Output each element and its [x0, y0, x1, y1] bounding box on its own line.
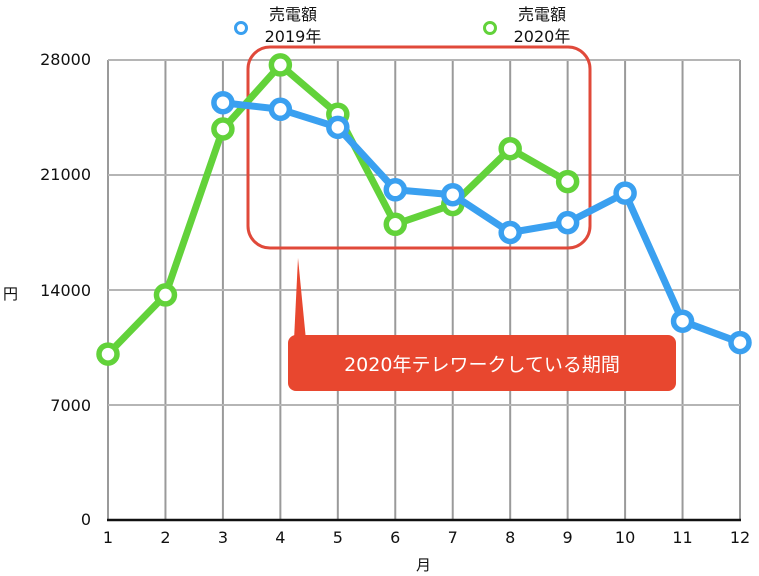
legend-label-2019-line1: 売電額: [268, 5, 317, 24]
x-tick-7: 7: [447, 528, 458, 547]
x-tick-1: 1: [102, 528, 114, 547]
legend-marker-2019-icon: [234, 21, 248, 35]
data-point-marker: [440, 182, 465, 207]
x-tick-6: 6: [390, 528, 401, 547]
x-tick-2: 2: [160, 528, 171, 547]
legend-label-2019-line2: 2019年: [264, 27, 322, 46]
data-point-marker: [96, 342, 120, 366]
y-tick-14000: 14000: [40, 281, 91, 300]
legend-item-2020: 売電額 2020年: [483, 4, 577, 48]
y-tick-21000: 21000: [40, 165, 91, 184]
data-point-marker: [728, 330, 752, 355]
x-tick-10: 10: [614, 528, 636, 547]
x-tick-4: 4: [275, 528, 286, 547]
data-point-marker: [268, 53, 293, 77]
x-tick-3: 3: [217, 528, 228, 547]
data-point-marker: [383, 212, 408, 237]
y-tick-28000: 28000: [40, 50, 91, 69]
x-tick-11: 11: [672, 528, 693, 547]
legend-item-2019: 売電額 2019年: [234, 4, 328, 48]
data-point-marker: [211, 90, 235, 115]
x-axis-title: 月: [416, 556, 432, 574]
data-point-marker: [670, 309, 695, 333]
data-point-marker: [555, 169, 580, 194]
data-point-marker: [555, 210, 580, 235]
data-point-marker: [153, 283, 178, 307]
y-tick-0: 0: [80, 510, 91, 529]
x-tick-12: 12: [729, 528, 751, 547]
highlight-box: [246, 45, 592, 250]
x-tick-8: 8: [505, 528, 516, 547]
data-point-marker: [498, 136, 522, 161]
data-point-marker: [613, 181, 637, 205]
series-layer: [96, 53, 752, 366]
data-point-marker: [211, 117, 235, 141]
data-point-marker: [268, 97, 293, 122]
x-tick-9: 9: [562, 528, 573, 547]
annotation-callout: 2020年テレワークしている期間: [288, 335, 676, 391]
y-axis-title: 円: [3, 285, 19, 303]
series-line: [222, 99, 742, 346]
grid-lines: [107, 59, 741, 522]
callout-text: 2020年テレワークしている期間: [344, 353, 620, 376]
data-point-marker: [326, 115, 350, 140]
callout-pointer: [294, 258, 306, 340]
data-point-marker: [498, 220, 522, 245]
legend-marker-2020-icon: [483, 21, 497, 35]
y-tick-7000: 7000: [50, 396, 91, 415]
x-tick-5: 5: [332, 528, 343, 547]
data-point-marker: [383, 178, 408, 202]
legend-label-2020-line1: 売電額: [517, 5, 566, 24]
legend-label-2020-line2: 2020年: [513, 27, 571, 46]
